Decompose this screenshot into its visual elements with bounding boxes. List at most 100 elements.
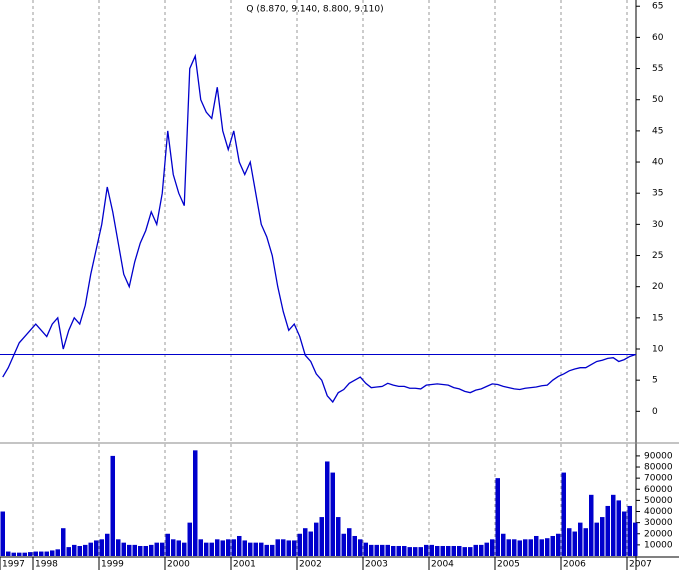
volume-bar (523, 539, 528, 556)
volume-bar (94, 540, 99, 556)
volume-bar (578, 522, 583, 556)
y-tick-label: 55 (652, 64, 663, 74)
volume-bar (479, 544, 484, 556)
volume-bar (424, 544, 429, 556)
volume-bar (160, 542, 165, 556)
volume-bar (473, 544, 478, 556)
y-tick-label: 15 (652, 313, 663, 323)
price-line (2, 53, 636, 404)
volume-bar (314, 522, 319, 556)
y-tick-label: 40000 (644, 507, 673, 517)
volume-bar (319, 517, 324, 556)
volume-bar (116, 539, 121, 556)
x-tick-label: 1999 (101, 560, 124, 570)
volume-bar (484, 542, 489, 556)
volume-bar (336, 517, 341, 556)
volume-bar (512, 539, 517, 556)
volume-bar (633, 522, 638, 556)
volume-bar (550, 535, 555, 556)
volume-bar (616, 500, 621, 556)
volume-bar (215, 539, 220, 556)
volume-bar (429, 544, 434, 556)
volume-bar (402, 545, 407, 556)
volume-bar (226, 539, 231, 556)
volume-bar (517, 540, 522, 556)
volume-bar (391, 545, 396, 556)
volume-bar (209, 542, 214, 556)
volume-bar (138, 545, 143, 556)
volume-bar (88, 542, 93, 556)
y-tick-label: 30 (652, 220, 664, 230)
volume-bar (0, 511, 5, 556)
volume-bar (154, 542, 159, 556)
y-tick-label: 40 (652, 158, 664, 168)
volume-bar (545, 538, 550, 556)
x-tick-label: 2007 (629, 560, 652, 570)
volume-bar (99, 539, 104, 556)
volume-bar (270, 544, 275, 556)
y-tick-label: 35 (652, 189, 663, 199)
volume-bar (121, 542, 126, 556)
x-tick-label: 2001 (233, 560, 256, 570)
x-tick-label: 2000 (167, 560, 190, 570)
y-tick-label: 30000 (644, 518, 673, 528)
volume-bar (567, 528, 572, 556)
volume-bar (308, 531, 313, 556)
volume-bar (561, 472, 566, 556)
volume-bar (83, 544, 88, 556)
volume-bar (198, 539, 203, 556)
volume-bar (440, 545, 445, 556)
volume-bar (28, 552, 33, 556)
x-tick-label: 2005 (497, 560, 520, 570)
chart-title: Q (8.870, 9.140, 8.800, 9.110) (246, 5, 383, 15)
volume-bar (572, 531, 577, 556)
volume-bar (39, 551, 44, 556)
y-tick-label: 60 (652, 33, 664, 43)
y-tick-label: 0 (652, 407, 658, 417)
volume-bar (363, 542, 368, 556)
volume-bar (6, 551, 11, 556)
x-tick-label: 2003 (365, 560, 388, 570)
y-tick-label: 20 (652, 282, 664, 292)
volume-bar (369, 544, 374, 556)
volume-bar (396, 545, 401, 556)
volume-bar (418, 547, 423, 556)
volume-bar (77, 545, 82, 556)
volume-bar (11, 552, 16, 556)
volume-bar (193, 450, 198, 556)
volume-bar (627, 505, 632, 556)
y-tick-label: 45 (652, 126, 663, 136)
volume-bar (237, 535, 242, 556)
volume-bar (264, 544, 269, 556)
volume-bar (341, 533, 346, 556)
volume-bar (457, 545, 462, 556)
y-tick-label: 10 (652, 345, 664, 355)
volume-bar (451, 545, 456, 556)
volume-bar (165, 533, 170, 556)
volume-bar (286, 540, 291, 556)
y-tick-label: 65 (652, 2, 663, 12)
volume-bar (385, 544, 390, 556)
y-tick-label: 60000 (644, 485, 673, 495)
y-tick-label: 70000 (644, 474, 673, 484)
volume-bar (435, 545, 440, 556)
volume-bar (149, 544, 154, 556)
volume-bar (539, 539, 544, 556)
volume-bar (534, 535, 539, 556)
volume-bar (275, 539, 280, 556)
volume-bar (622, 511, 627, 556)
volume-bar (281, 539, 286, 556)
volume-bar (220, 540, 225, 556)
x-tick-label: 2004 (431, 560, 454, 570)
volume-bar (253, 542, 258, 556)
volume-bar (292, 540, 297, 556)
volume-bar (187, 522, 192, 556)
y-tick-label: 5 (652, 376, 658, 386)
volume-bar (330, 472, 335, 556)
volume-bar (611, 494, 616, 556)
y-tick-label: 50 (652, 95, 664, 105)
volume-bar (50, 550, 55, 556)
volume-bar (490, 539, 495, 556)
